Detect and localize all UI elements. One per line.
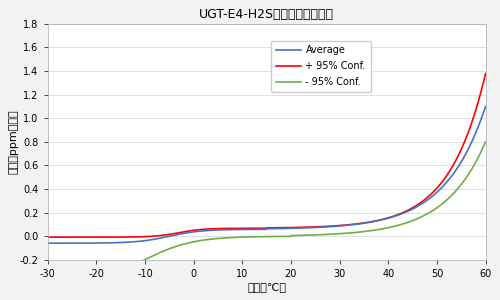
+ 95% Conf. (482, 72, 488, 75)
- 95% Conf. (386, 226, 392, 229)
Average (222, 228, 228, 232)
+ 95% Conf. (394, 213, 400, 217)
Title: UGT-E4-H2S传感器稳定性特性: UGT-E4-H2S传感器稳定性特性 (199, 8, 334, 21)
- 95% Conf. (482, 140, 488, 144)
Average (346, 224, 352, 227)
+ 95% Conf. (346, 223, 352, 226)
- 95% Conf. (346, 231, 352, 235)
Average (394, 214, 400, 217)
X-axis label: 温度（℃）: 温度（℃） (247, 282, 286, 292)
Line: - 95% Conf.: - 95% Conf. (48, 142, 486, 282)
Average (90, 241, 96, 245)
- 95% Conf. (394, 224, 400, 227)
Y-axis label: 输出（ppm当量）: 输出（ppm当量） (8, 110, 18, 174)
Average (482, 105, 488, 108)
Average (44, 242, 51, 245)
+ 95% Conf. (386, 216, 392, 219)
+ 95% Conf. (238, 226, 244, 230)
+ 95% Conf. (44, 236, 51, 239)
- 95% Conf. (238, 236, 244, 239)
Line: Average: Average (48, 106, 486, 243)
Average (386, 216, 392, 220)
Legend: Average, + 95% Conf., - 95% Conf.: Average, + 95% Conf., - 95% Conf. (272, 40, 370, 92)
+ 95% Conf. (222, 227, 228, 230)
+ 95% Conf. (90, 235, 96, 239)
- 95% Conf. (44, 280, 51, 284)
Average (238, 228, 244, 231)
Line: + 95% Conf.: + 95% Conf. (48, 74, 486, 237)
- 95% Conf. (90, 276, 96, 280)
- 95% Conf. (222, 236, 228, 240)
